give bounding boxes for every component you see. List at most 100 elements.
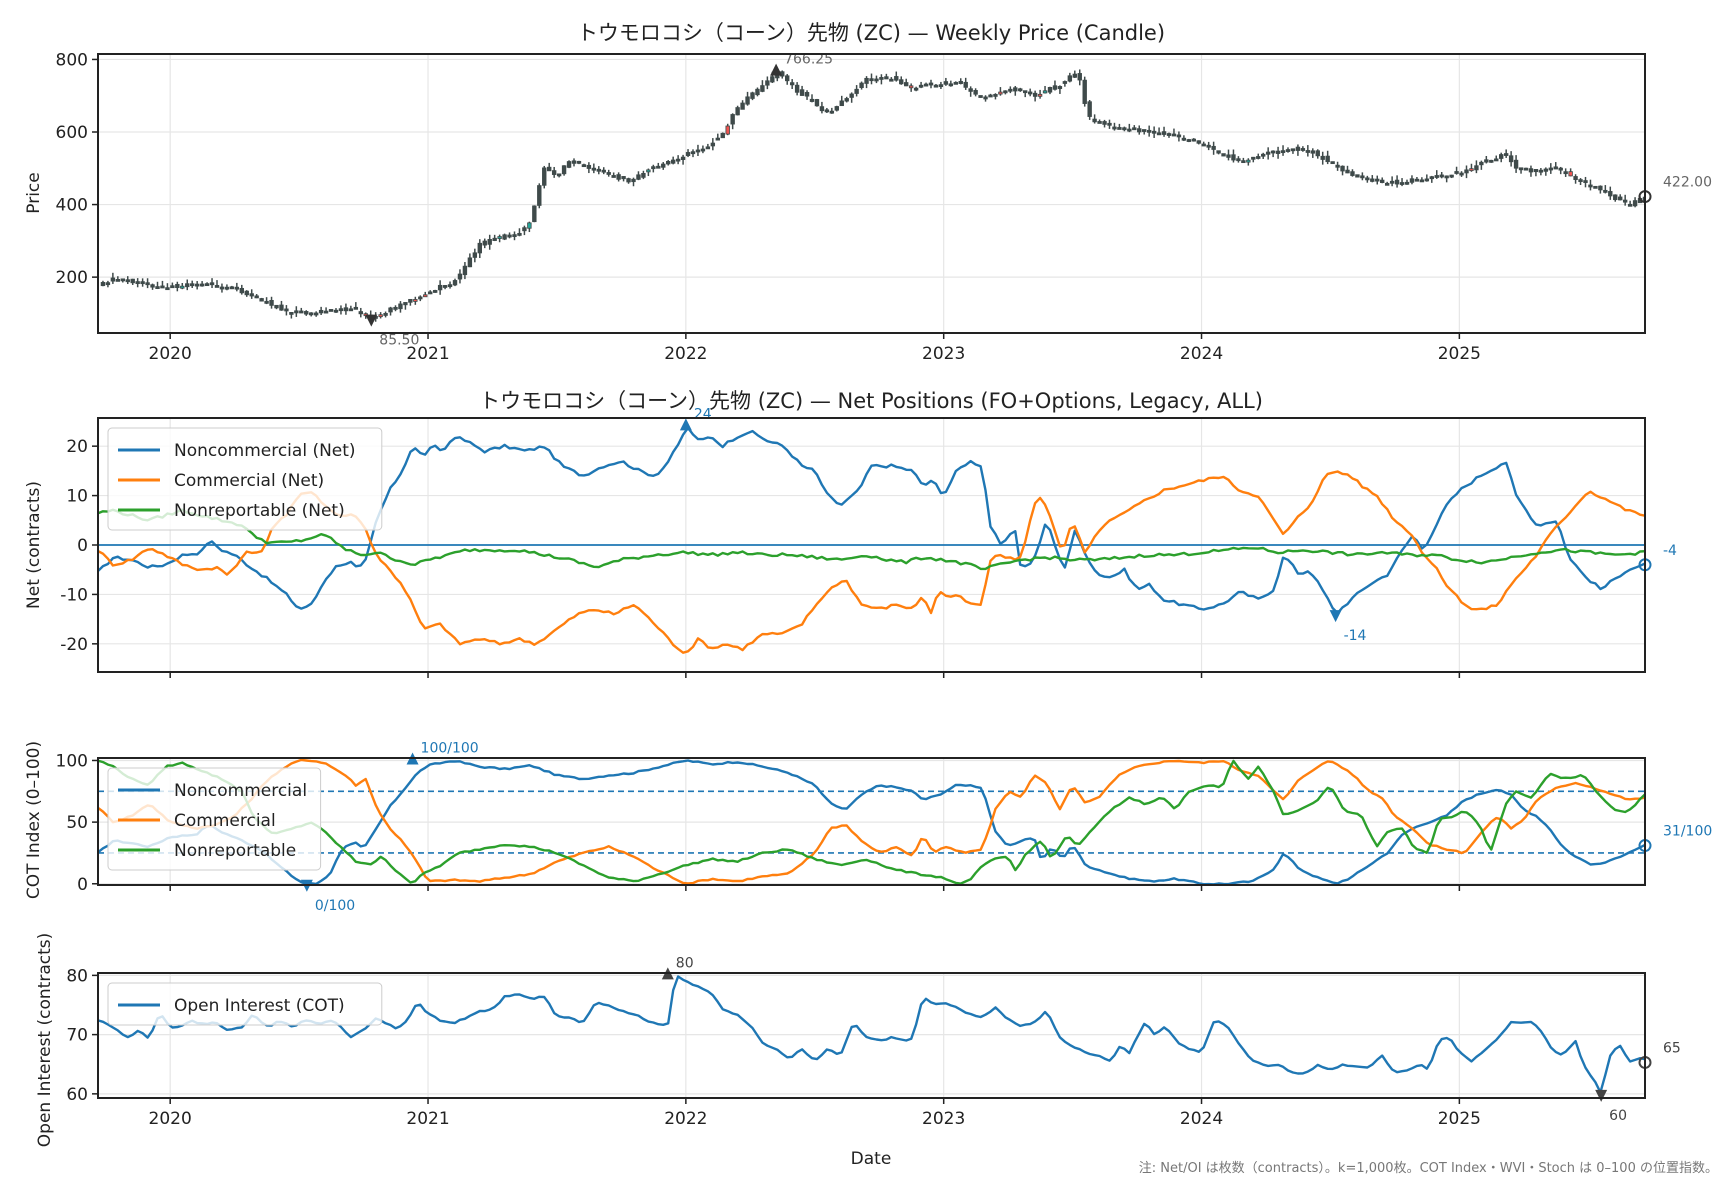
candle-body xyxy=(794,84,800,93)
min-annotation-label: 0/100 xyxy=(315,898,355,914)
last-value-label: -4 xyxy=(1663,543,1677,559)
candle-body xyxy=(1246,159,1251,163)
x-tick-label: 2023 xyxy=(922,1109,965,1129)
last-value-label: 422.00 xyxy=(1663,175,1712,191)
candle-body xyxy=(214,285,220,288)
candle-body xyxy=(1290,148,1296,152)
candle-body xyxy=(690,151,696,155)
y-tick-label: 80 xyxy=(66,966,88,986)
candle-body xyxy=(259,298,264,302)
candle-body xyxy=(1548,167,1553,171)
legend-label: Open Interest (COT) xyxy=(174,996,345,1016)
candle-body xyxy=(1201,143,1206,147)
candle-body xyxy=(1454,171,1459,174)
candle-body xyxy=(576,160,582,164)
price-grid xyxy=(98,54,1645,333)
candle-body xyxy=(596,168,601,172)
candle-body xyxy=(542,167,547,186)
candle-body xyxy=(933,84,939,88)
legend-label: Noncommercial xyxy=(174,781,307,801)
candle-body xyxy=(685,152,691,157)
legend-box xyxy=(107,982,383,1026)
candle-body xyxy=(398,303,403,310)
candle-body xyxy=(1573,176,1578,180)
candle-body xyxy=(423,294,428,298)
candle-body xyxy=(234,286,240,290)
candle-body xyxy=(1092,118,1097,123)
candle-body xyxy=(904,82,909,87)
candle-body xyxy=(1523,167,1529,171)
oi-legend: Open Interest (COT) xyxy=(107,982,383,1026)
candle-body xyxy=(1345,169,1350,174)
candle-body xyxy=(289,312,294,315)
price-annotations: 766.25 85.50 422.00 xyxy=(365,52,1712,349)
candle-body xyxy=(864,77,869,84)
candle-body xyxy=(383,312,388,316)
candle-body xyxy=(899,79,904,85)
candle-body xyxy=(760,85,765,92)
candle-body xyxy=(1156,132,1162,136)
candle-body xyxy=(745,96,750,105)
candle-body xyxy=(1404,181,1410,185)
candle-body xyxy=(547,166,552,172)
legend-box xyxy=(107,767,322,871)
max-annotation-label: 80 xyxy=(676,955,694,971)
candle-body xyxy=(1518,167,1524,171)
candle-body xyxy=(274,304,279,309)
candle-body xyxy=(1211,145,1216,150)
candle-body xyxy=(1583,180,1588,183)
candle-body xyxy=(194,283,200,287)
candle-body xyxy=(978,95,983,98)
candle-body xyxy=(814,99,820,107)
min-marker-icon xyxy=(1329,610,1342,623)
candle-body xyxy=(413,299,418,302)
candle-body xyxy=(1409,178,1415,183)
x-tick-label: 2022 xyxy=(664,344,707,364)
candle-body xyxy=(1132,127,1137,131)
candle-body xyxy=(1558,167,1563,171)
candle-body xyxy=(378,314,383,318)
candle-body xyxy=(581,164,587,168)
candle-body xyxy=(1613,194,1618,201)
candle-body xyxy=(973,90,978,95)
candle-body xyxy=(517,232,522,236)
candle-body xyxy=(254,295,259,299)
candle-body xyxy=(170,285,175,289)
candle-body xyxy=(1508,155,1514,163)
candle-body xyxy=(824,109,830,113)
candle-body xyxy=(928,82,934,86)
candle-body xyxy=(393,306,398,310)
candle-body xyxy=(1047,87,1053,93)
candle-body xyxy=(522,227,527,232)
max-marker-icon xyxy=(679,418,692,431)
candle-body xyxy=(1474,165,1479,171)
candle-body xyxy=(854,88,859,94)
candle-body xyxy=(874,78,879,82)
candle-body xyxy=(1151,130,1157,134)
candle-body xyxy=(1380,179,1385,183)
candle-body xyxy=(948,83,954,87)
candle-body xyxy=(839,100,844,107)
candle-body xyxy=(1275,150,1281,154)
candle-body xyxy=(869,78,874,82)
candle-body xyxy=(998,91,1003,95)
oi-y-ticks: 60 70 80 xyxy=(66,966,98,1105)
candle-body xyxy=(1221,153,1226,157)
candle-body xyxy=(695,149,701,153)
candle-body xyxy=(1593,185,1598,189)
candle-body xyxy=(447,284,453,288)
candle-body xyxy=(140,281,145,285)
candle-body xyxy=(1330,161,1335,165)
candle-body xyxy=(968,88,973,92)
candle-body xyxy=(1335,164,1340,168)
y-tick-label: 0 xyxy=(77,875,88,895)
candle-body xyxy=(462,265,468,276)
candle-body xyxy=(343,307,349,312)
candle-body xyxy=(1077,73,1082,81)
candle-body xyxy=(1241,160,1246,164)
candle-body xyxy=(284,308,289,312)
legend-label: Commercial xyxy=(174,811,276,831)
candle-body xyxy=(750,92,755,99)
y-tick-label: 0 xyxy=(77,536,88,556)
candle-body xyxy=(1365,177,1370,181)
